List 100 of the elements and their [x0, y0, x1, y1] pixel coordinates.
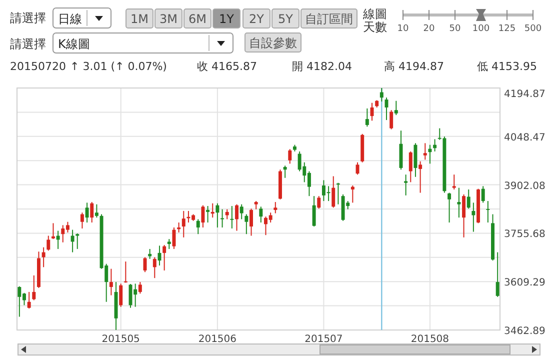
candlestick: [76, 232, 80, 250]
candlestick: [56, 230, 60, 250]
x-tick-label: 201507: [304, 334, 343, 345]
candlestick: [162, 244, 166, 271]
candlestick: [70, 229, 74, 253]
candlestick: [240, 204, 244, 220]
text: 50: [449, 24, 461, 34]
candlestick: [423, 142, 427, 160]
x-tick-label: 201508: [410, 334, 450, 345]
candlestick: [124, 261, 128, 284]
text: 線圖: [362, 7, 387, 21]
candlestick: [394, 100, 398, 116]
candlestick: [457, 187, 461, 218]
text: 10: [397, 24, 409, 34]
candlestick: [288, 148, 292, 164]
text: 日線: [58, 12, 82, 26]
candlestick: [158, 245, 162, 266]
y-tick-label: 3755.68: [504, 229, 546, 240]
text: 1M: [130, 12, 148, 26]
candlestick: [312, 196, 316, 227]
candlestick: [452, 174, 456, 190]
text: 20150720: [10, 60, 66, 73]
candlestick: [216, 202, 220, 228]
candlestick: [390, 110, 394, 130]
text: 請選擇: [10, 37, 46, 51]
candlestick: [428, 144, 432, 164]
text: 開 4182.04: [292, 60, 352, 73]
text: 5Y: [278, 12, 294, 26]
candlestick: [51, 222, 55, 240]
candlestick: [283, 165, 287, 178]
y-tick-label: 3609.29: [504, 278, 546, 289]
candlestick: [244, 214, 248, 235]
candlestick: [250, 208, 253, 236]
text: 天數: [363, 20, 387, 34]
candlestick: [210, 202, 214, 218]
text: 高 4194.87: [384, 60, 444, 73]
text: K線圖: [58, 37, 90, 51]
candlestick: [42, 246, 46, 268]
candlestick: [177, 222, 181, 233]
text: 2Y: [249, 12, 265, 26]
x-tick-label: 201506: [198, 334, 237, 345]
candlestick: [32, 274, 36, 301]
y-tick-label: 4194.87: [504, 89, 546, 100]
candlestick: [152, 256, 156, 279]
y-tick-label: 3902.08: [504, 180, 546, 192]
candlestick: [317, 196, 321, 210]
text: 自設參數: [249, 36, 297, 50]
text: 20: [423, 24, 435, 34]
candlestick: [27, 291, 31, 309]
candlestick: [481, 186, 485, 204]
candlestick: [472, 202, 476, 232]
candlestick: [448, 192, 452, 224]
candlestick: [85, 202, 89, 224]
candlestick: [365, 108, 369, 128]
candlestick: [46, 235, 50, 252]
text: 125: [498, 24, 516, 34]
candlestick: [220, 208, 224, 228]
candlestick: [109, 268, 113, 296]
text: 收 4165.87: [197, 60, 257, 73]
candlestick: [332, 176, 336, 208]
text: 請選擇: [10, 11, 46, 25]
text: ↑ 3.01 (↑ 0.07%): [70, 60, 167, 73]
candlestick: [206, 205, 210, 224]
x-tick-label: 201505: [102, 334, 140, 345]
text: 500: [524, 24, 542, 34]
candlestick: [172, 226, 176, 250]
candlestick: [138, 282, 142, 294]
candlestick: [119, 283, 123, 308]
text: 6M: [188, 12, 206, 26]
candlestick: [182, 210, 186, 238]
candlestick: [336, 182, 340, 205]
candlestick: [90, 202, 94, 224]
candlestick: [259, 206, 263, 224]
candlestick: [462, 194, 466, 238]
y-tick-label: 3462.89: [504, 326, 546, 337]
y-tick-label: 4048.47: [504, 132, 546, 144]
candlestick: [225, 208, 229, 220]
text: 自訂區間: [305, 12, 353, 26]
candlestick: [466, 188, 470, 210]
text: 1Y: [219, 12, 235, 26]
candlestick: [167, 238, 171, 250]
candlestick: [94, 204, 98, 218]
candlestick: [496, 252, 500, 298]
candlestick: [235, 204, 239, 232]
candlestick: [433, 138, 437, 152]
candlestick: [404, 174, 408, 196]
candlestick: [350, 184, 354, 204]
candlestick: [418, 160, 422, 194]
candlestick: [230, 205, 234, 229]
candlestick: [380, 88, 384, 102]
candlestick: [486, 200, 490, 224]
text: 3M: [160, 12, 178, 26]
candlestick: [196, 218, 200, 235]
candlestick: [414, 142, 418, 178]
text: 100: [472, 24, 490, 34]
candlestick: [408, 150, 412, 183]
candlestick: [274, 202, 278, 214]
candlestick: [356, 162, 360, 176]
text: 低 4153.95: [477, 60, 537, 73]
candlestick: [80, 212, 84, 229]
